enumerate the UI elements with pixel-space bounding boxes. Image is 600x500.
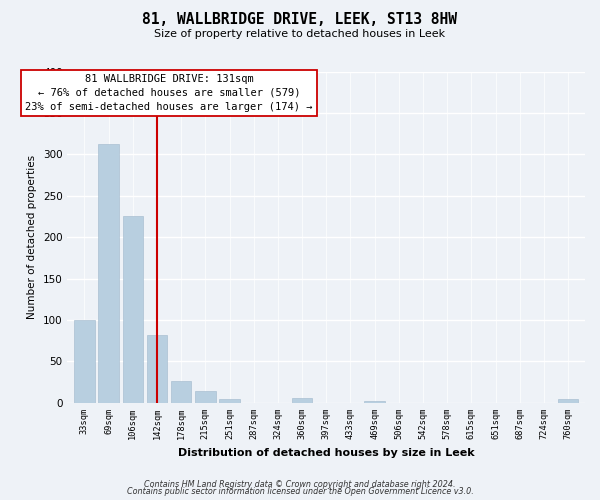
Y-axis label: Number of detached properties: Number of detached properties xyxy=(28,155,37,319)
Text: 81, WALLBRIDGE DRIVE, LEEK, ST13 8HW: 81, WALLBRIDGE DRIVE, LEEK, ST13 8HW xyxy=(143,12,458,28)
Text: Contains public sector information licensed under the Open Government Licence v3: Contains public sector information licen… xyxy=(127,487,473,496)
Text: Size of property relative to detached houses in Leek: Size of property relative to detached ho… xyxy=(154,29,446,39)
Bar xyxy=(292,398,313,403)
Bar xyxy=(171,382,191,403)
Bar xyxy=(122,216,143,403)
Bar xyxy=(98,144,119,403)
Bar xyxy=(195,391,215,403)
Bar xyxy=(219,398,240,403)
Bar xyxy=(558,398,578,403)
Text: 81 WALLBRIDGE DRIVE: 131sqm
← 76% of detached houses are smaller (579)
23% of se: 81 WALLBRIDGE DRIVE: 131sqm ← 76% of det… xyxy=(25,74,313,112)
Text: Contains HM Land Registry data © Crown copyright and database right 2024.: Contains HM Land Registry data © Crown c… xyxy=(144,480,456,489)
Bar xyxy=(146,335,167,403)
X-axis label: Distribution of detached houses by size in Leek: Distribution of detached houses by size … xyxy=(178,448,475,458)
Bar xyxy=(364,401,385,403)
Bar xyxy=(74,320,95,403)
